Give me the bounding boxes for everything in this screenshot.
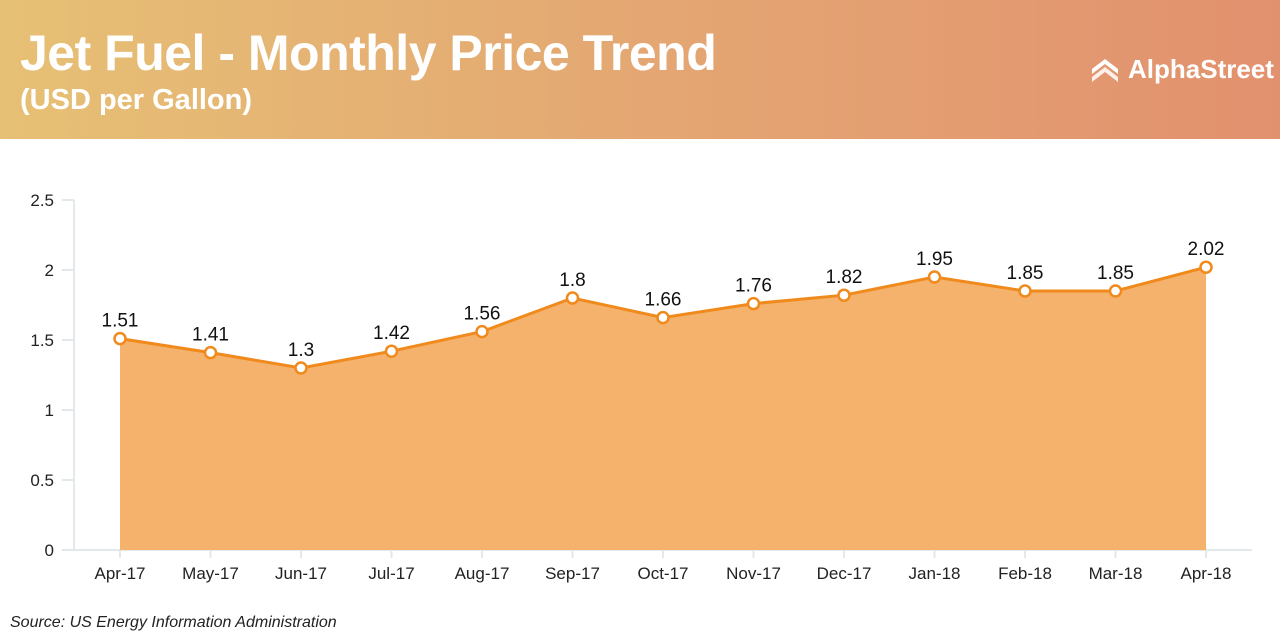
x-tick-label: Aug-17 xyxy=(455,564,510,583)
area-fill xyxy=(120,267,1206,550)
x-tick-label: Feb-18 xyxy=(998,564,1052,583)
area-chart: 0 0.5 1 1.5 2 2.5 Apr-17 May-17 Jun-17 Jul-17 Aug… xyxy=(30,191,1252,583)
x-tick-label: Jan-18 xyxy=(909,564,961,583)
y-tick-label: 1.5 xyxy=(30,331,54,350)
alphastreet-logo: AlphaStreet xyxy=(1090,54,1274,85)
data-point xyxy=(565,291,580,305)
y-axis: 0 0.5 1 1.5 2 2.5 xyxy=(30,191,75,560)
y-tick-label: 1 xyxy=(45,401,54,420)
data-label: 1.56 xyxy=(464,304,501,325)
data-label: 1.8 xyxy=(559,270,585,291)
data-point xyxy=(384,344,399,358)
data-label: 1.85 xyxy=(1097,263,1134,284)
y-tick-label: 2.5 xyxy=(30,191,54,210)
chart-subtitle: (USD per Gallon) xyxy=(20,84,253,116)
data-label: 2.02 xyxy=(1188,239,1225,260)
header-banner: Jet Fuel - Monthly Price Trend (USD per … xyxy=(0,0,1280,139)
y-tick-label: 0 xyxy=(45,541,54,560)
data-label: 1.76 xyxy=(735,276,772,297)
data-label: 1.51 xyxy=(102,311,139,332)
data-label: 1.42 xyxy=(373,323,410,344)
x-tick-label: Apr-18 xyxy=(1180,564,1231,583)
source-note: Source: US Energy Information Administra… xyxy=(10,614,337,631)
x-tick-label: Jul-17 xyxy=(368,564,414,583)
series-area: 1.51 1.41 1.3 1.42 1.56 1.8 1.66 1.76 1.82 1.95 1.… xyxy=(102,239,1225,550)
x-tick-label: Nov-17 xyxy=(726,564,781,583)
x-tick-label: Sep-17 xyxy=(545,564,600,583)
logo-text: AlphaStreet xyxy=(1128,54,1274,84)
x-tick-label: Mar-18 xyxy=(1089,564,1143,583)
data-point xyxy=(113,331,127,346)
x-tick-label: Oct-17 xyxy=(637,564,688,583)
logo-chevron-icon xyxy=(1092,58,1118,82)
data-point xyxy=(203,345,218,360)
x-tick-label: Dec-17 xyxy=(817,564,872,583)
x-tick-label: May-17 xyxy=(182,564,239,583)
data-point xyxy=(927,270,942,284)
data-label: 1.41 xyxy=(192,325,229,346)
data-label: 1.95 xyxy=(916,249,953,270)
data-point xyxy=(837,288,851,302)
x-tick-label: Jun-17 xyxy=(275,564,327,583)
data-point xyxy=(656,310,670,325)
data-label: 1.85 xyxy=(1007,263,1044,284)
y-tick-label: 0.5 xyxy=(30,471,54,490)
data-point xyxy=(1018,284,1032,298)
data-label: 1.82 xyxy=(826,267,863,288)
y-tick-label: 2 xyxy=(45,261,54,280)
chart-title: Jet Fuel - Monthly Price Trend xyxy=(20,25,717,81)
data-point xyxy=(746,296,761,311)
x-tick-label: Apr-17 xyxy=(94,564,145,583)
data-point xyxy=(1108,284,1123,298)
data-label: 1.66 xyxy=(645,290,682,311)
data-point xyxy=(475,324,489,339)
x-axis: Apr-17 May-17 Jun-17 Jul-17 Aug-17 Sep-17 Oct-… xyxy=(74,549,1252,583)
data-label: 1.3 xyxy=(288,340,314,361)
data-point xyxy=(294,361,308,375)
data-point xyxy=(1199,260,1213,274)
